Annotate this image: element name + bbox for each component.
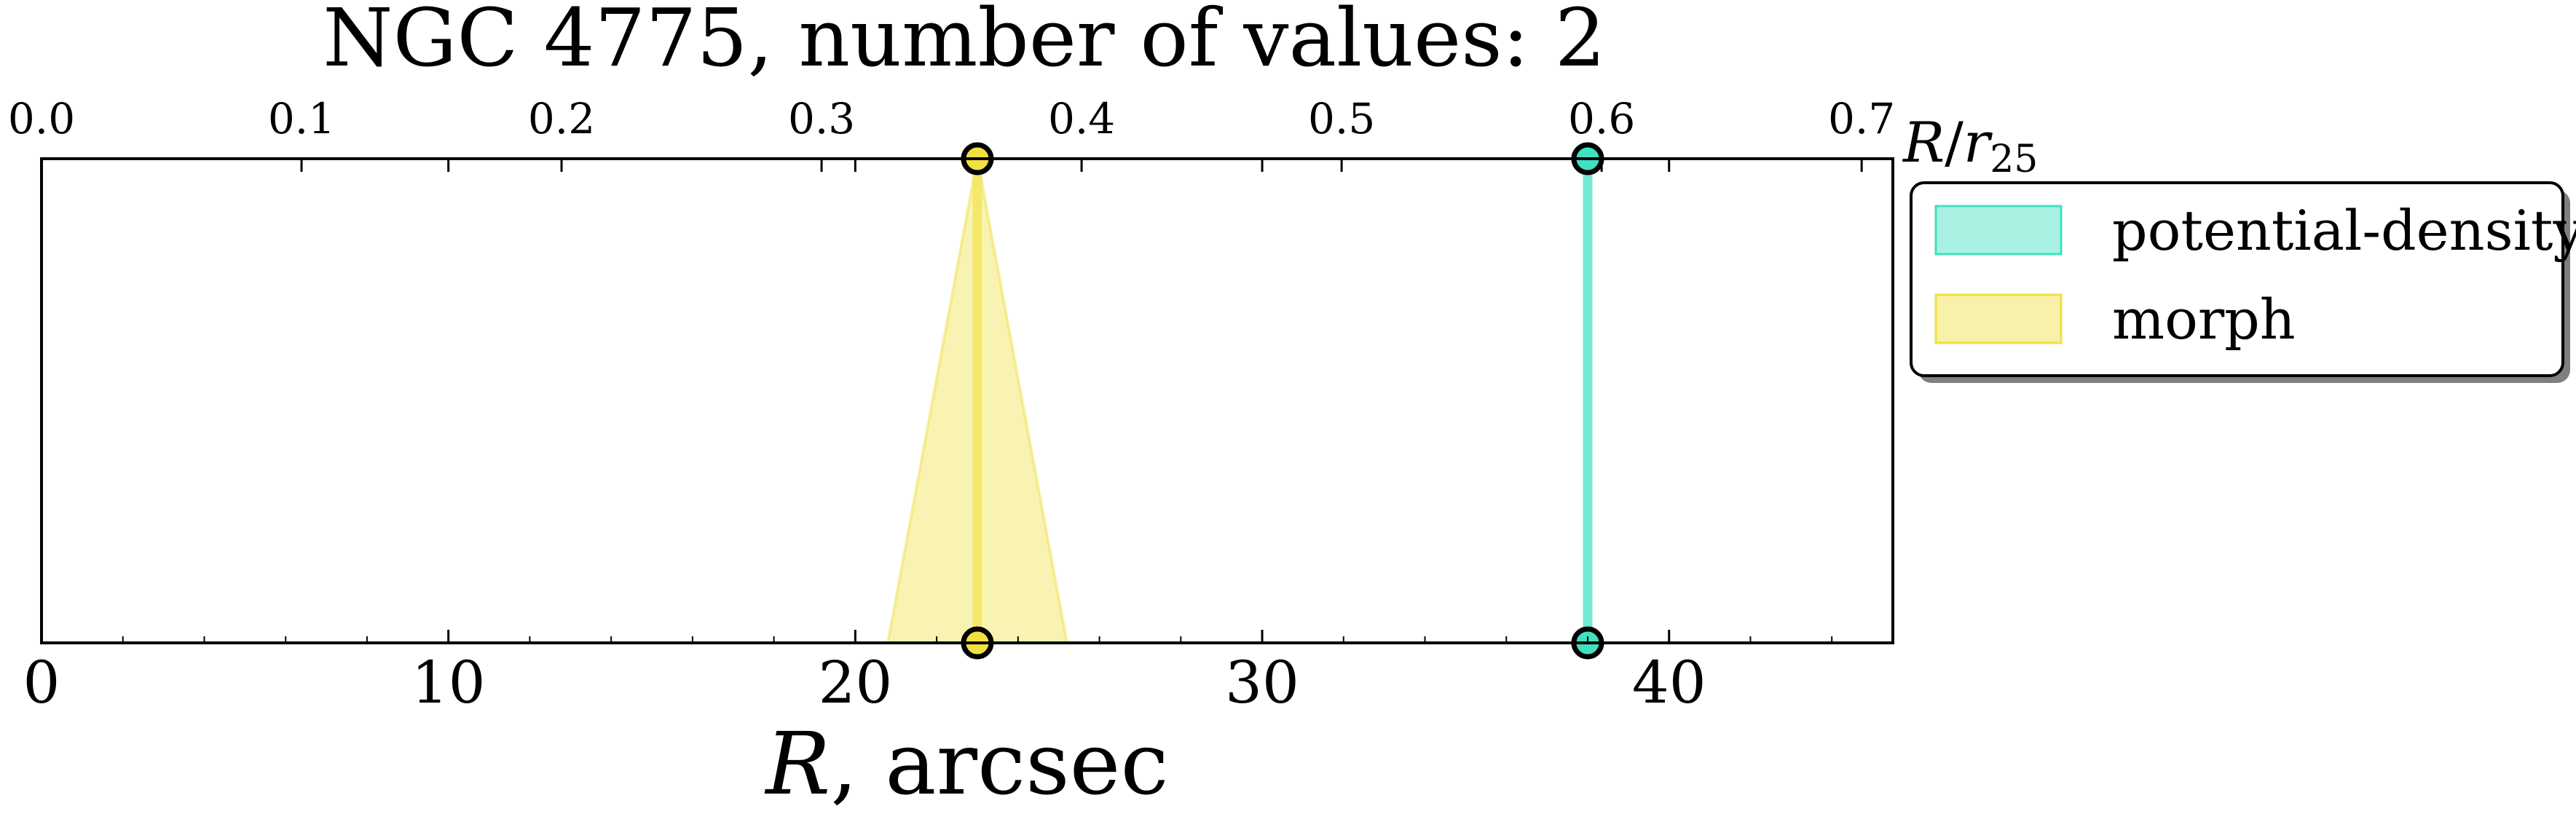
top-axis-label-R: R <box>1902 110 1945 175</box>
legend-swatch-potential-density <box>1934 205 2063 256</box>
legend-swatch-morph <box>1934 293 2063 344</box>
x2-tick-label: 0.1 <box>268 94 335 143</box>
x2-tick-label: 0.6 <box>1568 94 1635 143</box>
plot-frame <box>40 157 1894 644</box>
legend-label-morph: morph <box>2112 287 2296 352</box>
bottom-axis: 0 10 20 30 40 <box>23 159 1833 716</box>
x2-tick-label: 0.2 <box>528 94 595 143</box>
x-axis-label-unit: , arcsec <box>830 714 1168 814</box>
top-axis-label-sub: 25 <box>1990 138 2038 181</box>
x-tick-label: 10 <box>411 649 486 716</box>
x-tick-label: 20 <box>818 649 892 716</box>
x-axis-label: R, arcsec <box>764 714 1168 814</box>
legend: potential-density morph <box>1910 181 2576 383</box>
legend-label-potential-density: potential-density <box>2112 198 2576 263</box>
x2-tick-label: 0.3 <box>788 94 855 143</box>
top-axis-label-slash: / <box>1945 110 1963 175</box>
x-tick-label: 0 <box>23 649 60 716</box>
x2-tick-label: 0.7 <box>1828 94 1895 143</box>
x2-tick-label: 0.4 <box>1048 94 1115 143</box>
x-axis-label-symbol: R <box>764 714 830 814</box>
x-tick-label: 30 <box>1225 649 1299 716</box>
top-axis-label: R/r25 <box>1902 110 2038 181</box>
x-tick-label: 40 <box>1632 649 1706 716</box>
series-layer <box>886 142 1604 660</box>
top-axis-label-r: r <box>1963 110 1993 175</box>
legend-box <box>1910 181 2564 377</box>
x2-tick-label: 0.0 <box>8 94 75 143</box>
x2-tick-label: 0.5 <box>1308 94 1375 143</box>
chart-title: NGC 4775, number of values: 2 <box>323 0 1605 84</box>
top-axis: 0.0 0.1 0.2 0.3 0.4 0.5 0.6 0.7 <box>8 94 1895 172</box>
